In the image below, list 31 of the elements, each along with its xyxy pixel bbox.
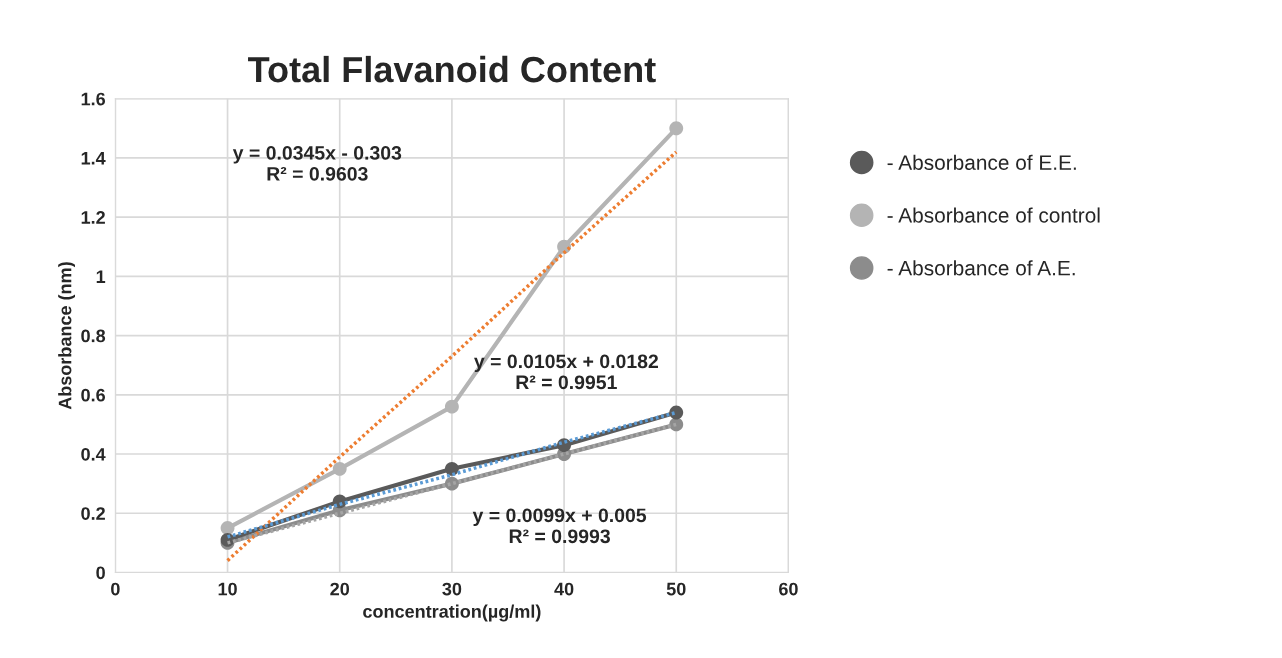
y-tick-label: 0.2	[81, 507, 105, 520]
y-tick-label: 0	[96, 566, 105, 580]
point	[669, 405, 684, 420]
annotation: y = 0.0345x - 0.303 R² = 0.9603	[232, 146, 402, 181]
chart-title: Total Flavanoid Content	[248, 55, 656, 83]
legend-label: - Absorbance of E.E.	[887, 154, 1076, 170]
x-tick-label: 60	[779, 582, 798, 596]
y-axis-title: Absorbance (nm)	[58, 262, 76, 410]
y-tick-label: 1.4	[81, 152, 106, 165]
y-tick-label: 1.6	[81, 92, 106, 106]
point	[332, 461, 347, 476]
annotation: y = 0.0105x + 0.0182 R² = 0.9951	[474, 354, 658, 390]
point	[669, 121, 684, 136]
point	[444, 461, 459, 476]
y-tick-label: 0.4	[81, 447, 106, 461]
annotation: y = 0.0099x + 0.005 R² = 0.9993	[472, 508, 647, 544]
point	[444, 399, 459, 414]
x-tick-label: 0	[111, 582, 120, 596]
x-tick-label: 10	[218, 582, 237, 596]
y-tick-label: 0.6	[81, 388, 106, 402]
y-tick-label: 1	[96, 270, 106, 283]
x-tick-label: 30	[442, 582, 462, 596]
x-tick-label: 50	[666, 582, 686, 596]
legend-label: - Absorbance of A.E.	[887, 260, 1075, 276]
x-tick-label: 20	[330, 582, 350, 596]
y-tick-label: 1.2	[81, 211, 105, 224]
point	[220, 521, 235, 535]
x-axis-title: concentration(µg/ml)	[363, 604, 541, 622]
y-tick-label: 0.8	[81, 329, 106, 343]
legend-label: - Absorbance of control	[887, 207, 1100, 223]
x-tick-label: 40	[554, 582, 574, 596]
